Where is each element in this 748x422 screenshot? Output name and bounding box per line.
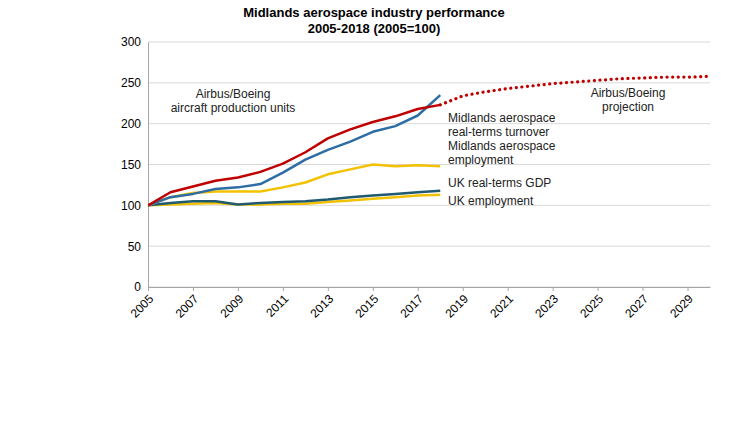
x-tick: 2013	[307, 287, 336, 321]
x-tick: 2019	[442, 287, 471, 321]
x-tick-mark	[328, 287, 329, 291]
x-axis: 2005 2007 2009 2011 2013 2015 2017 2019 2021 2023…	[128, 287, 711, 321]
series-line	[440, 76, 710, 105]
x-tick-mark	[418, 287, 419, 291]
x-tick-label: 2021	[487, 292, 516, 321]
series-label: UK real-terms GDP	[448, 176, 551, 190]
y-tick-label: 50	[128, 240, 142, 254]
x-tick-mark	[193, 287, 194, 291]
x-tick-mark	[283, 287, 284, 291]
y-tick-label: 200	[121, 117, 141, 131]
y-tick-label: 100	[121, 199, 141, 213]
x-tick-mark	[238, 287, 239, 291]
x-axis-line	[149, 287, 711, 288]
series-label-line: employment	[448, 153, 514, 167]
series-label: Midlands aerospacereal-terms turnover	[448, 111, 556, 139]
series-label: UK employment	[448, 194, 534, 208]
x-tick-mark	[553, 287, 554, 291]
y-tick-label: 150	[121, 158, 141, 172]
x-tick-label: 2029	[667, 292, 696, 321]
y-tick: 150	[121, 158, 148, 172]
x-tick-mark	[598, 287, 599, 291]
y-tick-label: 0	[134, 280, 141, 294]
series-label: Midlands aerospaceemployment	[448, 139, 556, 167]
x-tick-mark	[643, 287, 644, 291]
x-tick-label: 2009	[218, 292, 247, 321]
x-tick: 2025	[577, 287, 606, 321]
series-label-line: UK real-terms GDP	[448, 176, 551, 190]
x-tick-mark	[508, 287, 509, 291]
grid-line	[148, 42, 710, 43]
series-labels: Airbus/Boeingaircraft production unitsMi…	[171, 86, 666, 208]
x-tick-label: 2019	[442, 292, 471, 321]
x-tick: 2023	[532, 287, 561, 321]
y-tick: 300	[121, 35, 148, 49]
chart: Midlands aerospace industry performance2…	[0, 0, 748, 422]
series-label: Airbus/Boeingaircraft production units	[171, 87, 296, 115]
x-tick-mark	[148, 287, 149, 291]
grid-line	[148, 287, 710, 288]
series-label-line: UK employment	[448, 194, 534, 208]
series-line	[148, 105, 440, 205]
x-tick: 2017	[397, 287, 426, 321]
y-tick-label: 300	[121, 35, 141, 49]
series-label-line: aircraft production units	[171, 101, 296, 115]
y-axis-line	[148, 43, 149, 288]
series-label-line: Midlands aerospace	[448, 111, 556, 125]
y-tick-label: 250	[121, 76, 141, 90]
y-axis: 0 50 100 150 200 250 300	[121, 35, 149, 294]
x-tick: 2005	[128, 287, 157, 321]
series-line	[148, 95, 440, 205]
grid-line	[148, 82, 710, 83]
series-line	[148, 165, 440, 206]
x-tick: 2029	[667, 287, 696, 321]
x-tick: 2011	[263, 287, 291, 320]
series-label-line: Airbus/Boeing	[591, 86, 666, 100]
y-tick: 100	[121, 199, 148, 213]
x-tick-label: 2027	[622, 292, 651, 321]
x-tick-mark	[373, 287, 374, 291]
x-tick-label: 2025	[577, 292, 606, 321]
y-tick: 250	[121, 76, 148, 90]
grid-line	[148, 246, 710, 247]
y-tick: 50	[128, 240, 148, 254]
x-tick: 2021	[487, 287, 516, 321]
subtitle: 2005-2018 (2005=100)	[308, 21, 441, 36]
x-tick: 2009	[218, 287, 247, 321]
x-tick-label: 2023	[532, 292, 561, 321]
x-tick-label: 2015	[352, 292, 381, 321]
series-label-line: real-terms turnover	[448, 125, 549, 139]
x-tick-label: 2017	[397, 292, 426, 321]
y-tick: 200	[121, 117, 148, 131]
x-tick-label: 2011	[263, 292, 291, 320]
x-tick-mark	[688, 287, 689, 291]
x-tick: 2027	[622, 287, 651, 321]
series-line	[148, 195, 440, 206]
series-label-line: Midlands aerospace	[448, 139, 556, 153]
x-tick-label: 2007	[173, 292, 202, 321]
grid-line	[148, 123, 710, 124]
series-label-line: Airbus/Boeing	[196, 87, 271, 101]
grid	[148, 42, 710, 287]
x-tick-label: 2013	[307, 292, 336, 321]
x-tick: 2015	[352, 287, 381, 321]
series-label-line: projection	[602, 100, 654, 114]
x-tick: 2007	[173, 287, 202, 321]
lines	[148, 76, 710, 205]
x-tick-label: 2005	[128, 292, 157, 321]
title: Midlands aerospace industry performance	[243, 5, 505, 20]
x-tick-mark	[463, 287, 464, 291]
series-label: Airbus/Boeingprojection	[591, 86, 666, 114]
